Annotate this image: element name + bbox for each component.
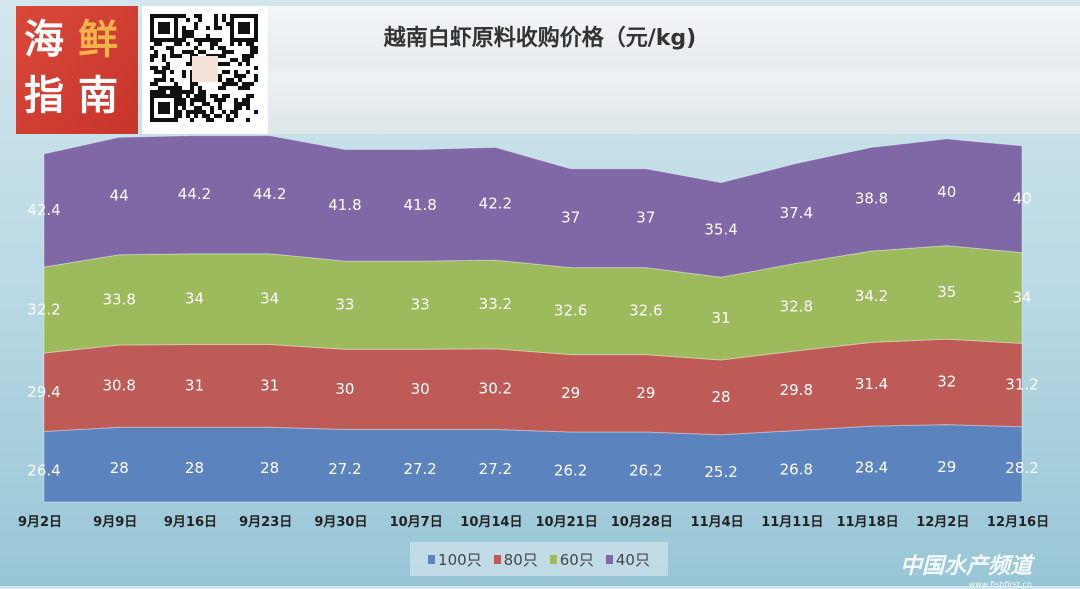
watermark-text: 中国水产频道 bbox=[900, 554, 1033, 579]
data-label: 28 bbox=[260, 459, 279, 477]
title-banner bbox=[268, 6, 1080, 134]
legend-item: 100只 bbox=[428, 549, 482, 570]
data-label: 32 bbox=[937, 372, 956, 390]
legend: 100只 80只 60只 40只 bbox=[410, 542, 668, 576]
legend-item: 60只 bbox=[549, 549, 594, 570]
data-label: 28.2 bbox=[1005, 459, 1038, 477]
data-label: 33 bbox=[335, 296, 354, 314]
logo-char: 南 bbox=[78, 73, 118, 119]
data-label: 44.2 bbox=[178, 185, 211, 203]
data-label: 38.8 bbox=[855, 190, 888, 208]
data-label: 33.2 bbox=[479, 295, 512, 313]
data-label: 27.2 bbox=[328, 460, 361, 478]
data-label: 37 bbox=[561, 209, 580, 227]
data-label: 31 bbox=[185, 376, 204, 394]
data-label: 30.2 bbox=[479, 380, 512, 398]
data-label: 28.4 bbox=[855, 459, 888, 477]
data-label: 31 bbox=[260, 376, 279, 394]
data-label: 29 bbox=[636, 384, 655, 402]
data-label: 31.2 bbox=[1005, 376, 1038, 394]
data-label: 37.4 bbox=[780, 204, 813, 222]
x-tick-label: 11月11日 bbox=[761, 515, 823, 530]
data-label: 29.8 bbox=[780, 381, 813, 399]
data-label: 29 bbox=[937, 458, 956, 476]
data-label: 31.4 bbox=[855, 375, 888, 393]
watermark: 中国水产频道 www.fishfirst.cn bbox=[900, 548, 1032, 589]
qr-code bbox=[142, 6, 268, 134]
legend-swatch bbox=[549, 554, 557, 564]
x-tick-label: 11月4日 bbox=[691, 515, 744, 530]
x-tick-label: 11月18日 bbox=[836, 515, 898, 530]
data-label: 25.2 bbox=[704, 463, 737, 481]
data-label: 40 bbox=[937, 183, 956, 201]
logo-char: 海 bbox=[24, 17, 64, 63]
data-label: 27.2 bbox=[479, 460, 512, 478]
data-label: 33.8 bbox=[103, 290, 136, 308]
data-label: 31 bbox=[712, 309, 731, 327]
data-label: 28 bbox=[185, 459, 204, 477]
data-label: 35.4 bbox=[704, 220, 737, 238]
data-label: 26.2 bbox=[629, 462, 662, 480]
logo: 海 鲜 指 南 bbox=[16, 6, 138, 134]
data-label: 26.4 bbox=[27, 461, 60, 479]
x-tick-label: 12月16日 bbox=[987, 515, 1049, 530]
x-tick-label: 12月2日 bbox=[916, 515, 969, 530]
legend-swatch bbox=[493, 554, 501, 564]
data-label: 34.2 bbox=[855, 287, 888, 305]
x-tick-label: 9月9日 bbox=[93, 515, 137, 530]
data-label: 30.8 bbox=[103, 377, 136, 395]
data-label: 42.2 bbox=[479, 194, 512, 212]
data-label: 28 bbox=[110, 459, 129, 477]
data-label: 33 bbox=[411, 296, 430, 314]
legend-label: 100只 bbox=[438, 550, 482, 569]
data-label: 44 bbox=[110, 187, 129, 205]
data-label: 27.2 bbox=[403, 460, 436, 478]
logo-char: 鲜 bbox=[78, 17, 118, 63]
data-label: 34 bbox=[260, 290, 279, 308]
data-label: 40 bbox=[1012, 190, 1031, 208]
data-label: 32.6 bbox=[554, 302, 587, 320]
chart-title: 越南白虾原料收购价格（元/kg) bbox=[0, 20, 1080, 52]
data-label: 41.8 bbox=[403, 196, 436, 214]
watermark-url: www.fishfirst.cn bbox=[968, 580, 1033, 589]
legend-label: 80只 bbox=[503, 550, 538, 569]
legend-item: 40只 bbox=[605, 549, 650, 570]
data-label: 26.8 bbox=[780, 461, 813, 479]
area-series-3 bbox=[43, 135, 1023, 278]
legend-swatch bbox=[605, 554, 613, 564]
data-label: 29.4 bbox=[27, 383, 60, 401]
data-label: 32.2 bbox=[27, 301, 60, 319]
x-tick-label: 9月16日 bbox=[164, 515, 217, 530]
x-tick-label: 9月23日 bbox=[239, 515, 292, 530]
x-tick-label: 10月7日 bbox=[390, 515, 443, 530]
x-tick-label: 10月21日 bbox=[536, 515, 598, 530]
data-label: 30 bbox=[335, 380, 354, 398]
data-label: 29 bbox=[561, 384, 580, 402]
qr-code-image bbox=[150, 14, 258, 122]
data-label: 28 bbox=[712, 388, 731, 406]
data-label: 41.8 bbox=[328, 196, 361, 214]
data-label: 44.2 bbox=[253, 185, 286, 203]
legend-item: 80只 bbox=[493, 549, 538, 570]
legend-label: 40只 bbox=[615, 550, 650, 569]
data-label: 32.8 bbox=[780, 298, 813, 316]
data-label: 34 bbox=[1012, 289, 1031, 307]
data-label: 35 bbox=[937, 283, 956, 301]
x-tick-label: 9月2日 bbox=[18, 515, 62, 530]
x-tick-label: 10月28日 bbox=[611, 515, 673, 530]
legend-label: 60只 bbox=[559, 550, 594, 569]
data-label: 30 bbox=[411, 380, 430, 398]
legend-swatch bbox=[428, 554, 436, 564]
x-tick-label: 10月14日 bbox=[460, 515, 522, 530]
chart-title-text: 越南白虾原料收购价格（元/kg) bbox=[383, 26, 697, 51]
data-label: 34 bbox=[185, 290, 204, 308]
data-label: 32.6 bbox=[629, 302, 662, 320]
logo-char: 指 bbox=[24, 73, 64, 119]
data-label: 37 bbox=[636, 209, 655, 227]
data-label: 42.4 bbox=[27, 201, 60, 219]
data-label: 26.2 bbox=[554, 462, 587, 480]
x-tick-label: 9月30日 bbox=[314, 515, 367, 530]
